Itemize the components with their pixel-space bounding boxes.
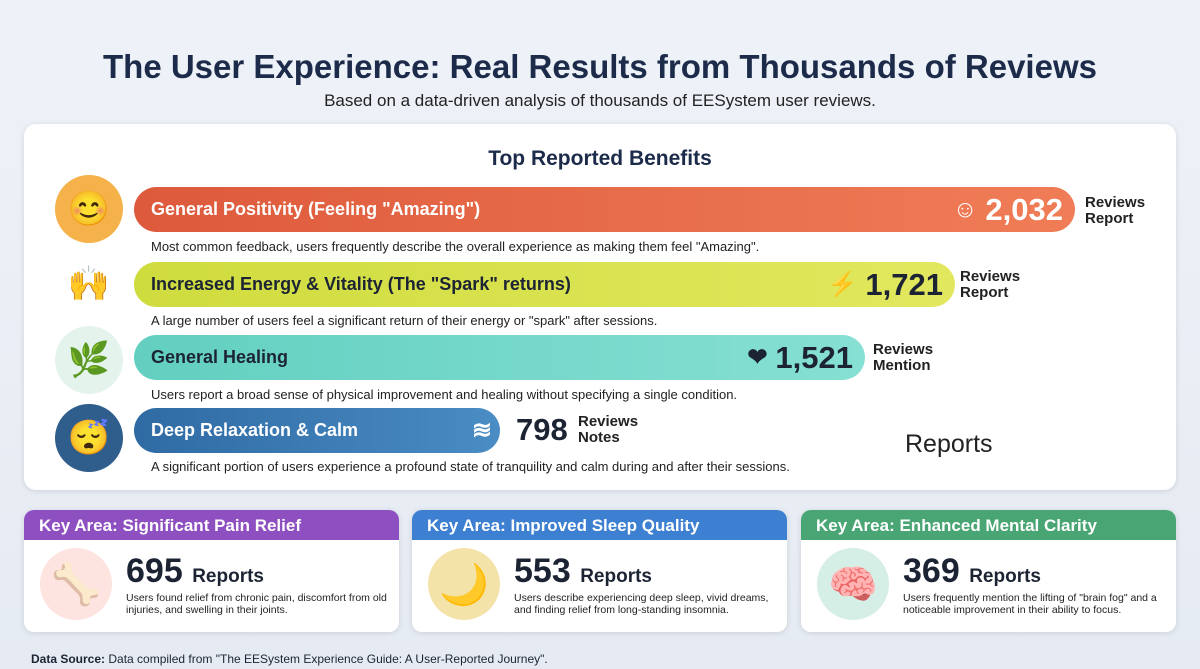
card-text: Users found relief from chronic pain, di… — [126, 592, 387, 616]
benefit-bar-relaxation: Deep Relaxation & Calm ≋ — [134, 408, 500, 453]
unit-line: Notes — [578, 429, 620, 446]
energetic-man-icon: 🙌 — [55, 250, 123, 318]
card-header: Key Area: Enhanced Mental Clarity — [801, 510, 1176, 540]
benefit-count: 1,721 — [865, 266, 943, 302]
count-value: 553 — [514, 552, 571, 590]
benefit-description: Users report a broad sense of physical i… — [151, 387, 738, 402]
key-area-card-sleep: Key Area: Improved Sleep Quality 🌙 553 R… — [412, 510, 787, 632]
source-text: Data compiled from "The EESystem Experie… — [105, 652, 548, 666]
benefit-description: A large number of users feel a significa… — [151, 313, 658, 328]
joint-icon: 🦴 — [40, 548, 112, 620]
page-title: The User Experience: Real Results from T… — [103, 48, 1097, 85]
benefit-unit: Reviews Report — [1085, 195, 1145, 227]
heart-hand-icon: ❤ — [747, 344, 768, 371]
unit-line: Mention — [873, 357, 931, 374]
card-text: Users frequently mention the lifting of … — [903, 592, 1157, 616]
benefit-count: 1,521 — [775, 339, 853, 375]
card-header: Key Area: Significant Pain Relief — [24, 510, 399, 540]
benefit-label: General Positivity (Feeling "Amazing") — [151, 199, 481, 219]
waves-icon: ≋ — [471, 417, 492, 444]
count-unit: Reports — [969, 566, 1041, 587]
key-area-card-clarity: Key Area: Enhanced Mental Clarity 🧠 369 … — [801, 510, 1176, 632]
benefit-unit: Reviews Report — [960, 269, 1020, 301]
unit-line: Report — [960, 284, 1009, 301]
card-text: Users describe experiencing deep sleep, … — [514, 592, 769, 616]
moon-sleep-icon: 🌙 — [428, 548, 500, 620]
benefit-bar-healing: General Healing ❤ 1,521 — [134, 335, 865, 380]
benefit-bar-energy: Increased Energy & Vitality (The "Spark"… — [134, 262, 955, 307]
benefit-label: Increased Energy & Vitality (The "Spark"… — [151, 274, 571, 294]
source-label: Data Source: — [31, 652, 106, 666]
card-count: 695 Reports — [126, 552, 264, 591]
benefit-unit: Reviews Mention — [873, 342, 933, 374]
benefit-label: General Healing — [151, 347, 289, 367]
count-value: 369 — [903, 552, 960, 590]
happy-woman-avatar-icon: 😊 — [55, 175, 123, 243]
healing-body-icon: 🌿 — [55, 326, 123, 394]
benefit-label: Deep Relaxation & Calm — [151, 420, 359, 440]
data-source: Data Source: Data compiled from "The EES… — [31, 652, 548, 666]
sleeping-person-icon: 😴 — [55, 404, 123, 472]
count-value: 695 — [126, 552, 183, 590]
unit-line: Reviews — [873, 341, 934, 358]
card-count: 553 Reports — [514, 552, 652, 591]
benefit-count: 2,032 — [985, 191, 1063, 227]
smiley-icon: ☺ — [952, 195, 978, 223]
benefit-description: Most common feedback, users frequently d… — [151, 239, 760, 254]
unit-line: Report — [1085, 210, 1134, 227]
stray-reports-label: Reports — [905, 430, 993, 458]
page-subtitle: Based on a data-driven analysis of thous… — [324, 91, 876, 110]
count-unit: Reports — [580, 566, 652, 587]
lightning-icon: ⚡ — [827, 271, 858, 298]
brain-lightbulb-icon: 🧠 — [817, 548, 889, 620]
key-area-card-pain: Key Area: Significant Pain Relief 🦴 695 … — [24, 510, 399, 632]
count-unit: Reports — [192, 566, 264, 587]
card-count: 369 Reports — [903, 552, 1041, 591]
benefit-unit: Reviews Notes — [578, 414, 638, 446]
unit-line: Reviews — [1085, 194, 1146, 211]
benefit-count: 798 — [516, 412, 568, 447]
unit-line: Reviews — [960, 268, 1021, 285]
panel-title: Top Reported Benefits — [488, 147, 712, 170]
card-header: Key Area: Improved Sleep Quality — [412, 510, 787, 540]
benefit-description: A significant portion of users experienc… — [151, 459, 790, 474]
unit-line: Reviews — [578, 413, 639, 430]
benefit-bar-positivity: General Positivity (Feeling "Amazing") ☺… — [134, 187, 1075, 232]
